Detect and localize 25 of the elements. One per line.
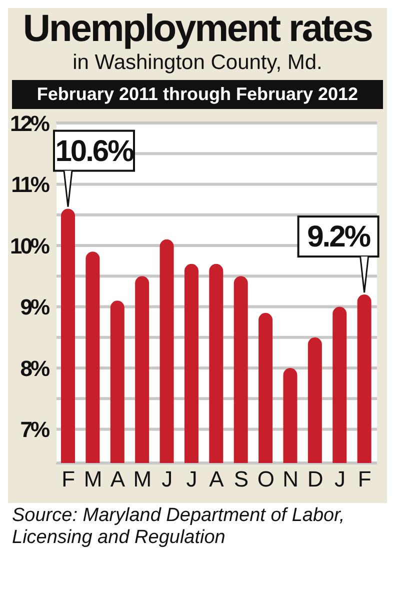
text: February 2011 through February 2012 (12, 80, 383, 109)
y-tick-label: 9% (20, 294, 50, 320)
y-tick-label: 12% (10, 110, 50, 136)
x-tick-label: F (358, 466, 372, 492)
x-tick-label: A (110, 466, 126, 492)
x-tick-label: J (162, 466, 173, 492)
x-tick-label: S (234, 466, 249, 492)
data-label: 10.6% (55, 134, 134, 168)
x-tick-label: A (209, 466, 224, 492)
y-tick-label: 11% (11, 172, 50, 198)
x-tick-label: N (282, 466, 299, 492)
data-label: 9.2% (307, 220, 370, 254)
x-tick-label: M (133, 466, 152, 492)
chart-title: Unemployment rates (22, 8, 373, 50)
source-note: Source: Maryland Department of Labor, Licensing and Regulation (8, 503, 387, 551)
y-tick-label: 8% (20, 356, 50, 381)
y-tick-label: 7% (20, 417, 50, 442)
x-tick-label: D (307, 466, 324, 492)
x-tick-label: F (62, 466, 76, 492)
x-tick-label: O (257, 466, 274, 492)
chart-subtitle: in Washington County, Md. (72, 50, 324, 76)
x-tick-label: M (84, 466, 102, 492)
x-tick-label: J (334, 466, 346, 492)
y-tick-label: 10% (10, 233, 50, 258)
x-tick-label: J (186, 466, 198, 492)
